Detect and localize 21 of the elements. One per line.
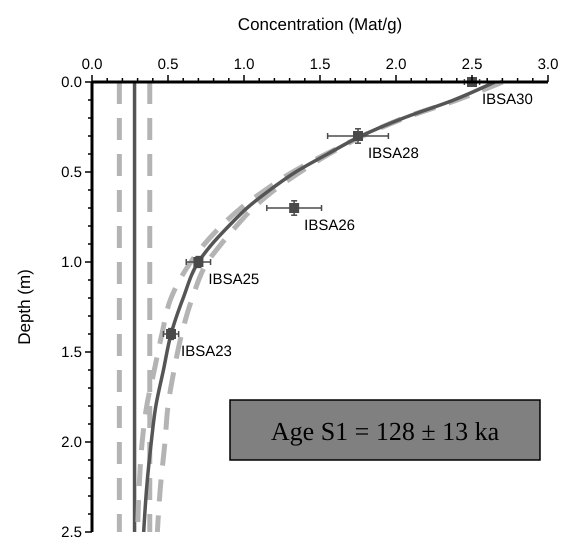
y-tick-label: 2.0 [61,434,82,451]
y-tick-label: 2.5 [61,524,82,541]
x-tick-label: 3.0 [538,56,558,73]
y-tick-label: 0.0 [61,74,82,91]
x-tick-label: 2.5 [462,56,482,73]
x-tick-label: 1.0 [234,56,254,73]
x-tick-label: 0.0 [82,56,102,73]
x-tick-label: 0.5 [158,56,178,73]
x-tick-label: 1.5 [310,56,330,73]
y-tick-label: 0.5 [61,164,82,181]
y-axis-title: Depth (m) [15,269,34,345]
annotation: IBSA23 [181,343,232,360]
annotation: IBSA25 [208,271,260,288]
x-tick-label: 2.0 [386,56,406,73]
annotation: IBSA30 [482,91,533,108]
y-tick-label: 1.0 [61,254,82,271]
y-tick-label: 1.5 [61,344,82,361]
annotation: IBSA28 [368,145,419,162]
x-axis-title: Concentration (Mat/g) [238,15,402,34]
annotation: Age S1 = 128 ± 13 ka [270,417,500,446]
annotation: IBSA26 [304,217,356,234]
